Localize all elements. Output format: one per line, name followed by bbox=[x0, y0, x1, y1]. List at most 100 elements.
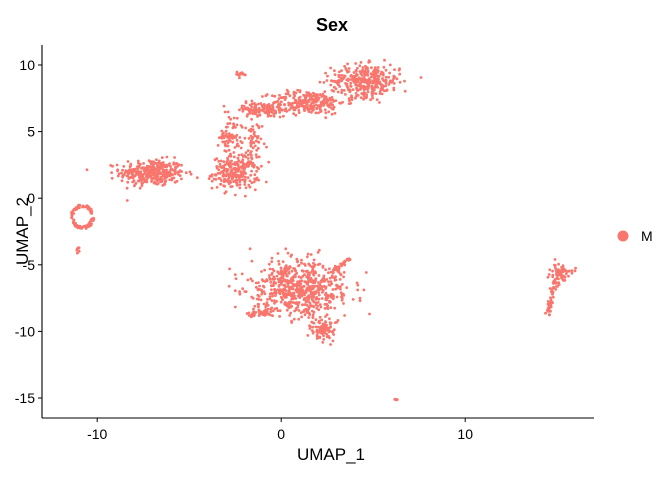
data-point bbox=[294, 269, 297, 273]
data-point bbox=[159, 165, 163, 168]
data-point bbox=[303, 96, 307, 100]
data-point bbox=[327, 329, 331, 333]
data-point bbox=[339, 287, 342, 291]
data-point bbox=[336, 90, 340, 94]
data-point bbox=[324, 285, 328, 289]
data-point bbox=[388, 81, 392, 84]
data-point bbox=[166, 171, 169, 175]
data-point bbox=[354, 81, 358, 84]
data-point bbox=[221, 174, 225, 178]
data-point bbox=[250, 157, 254, 161]
data-point bbox=[257, 155, 261, 159]
data-point bbox=[233, 146, 237, 149]
data-point bbox=[111, 164, 114, 168]
data-point bbox=[273, 94, 277, 98]
data-point bbox=[350, 98, 354, 102]
data-point bbox=[257, 125, 260, 128]
data-point bbox=[382, 65, 386, 69]
data-point bbox=[551, 287, 555, 290]
data-point bbox=[298, 284, 302, 288]
data-point bbox=[295, 257, 299, 261]
data-point bbox=[358, 70, 362, 73]
data-point bbox=[222, 160, 226, 164]
data-point bbox=[176, 171, 179, 174]
data-point bbox=[250, 99, 254, 103]
data-point bbox=[330, 292, 333, 296]
data-point bbox=[274, 294, 277, 297]
data-point bbox=[297, 263, 301, 267]
data-point bbox=[160, 162, 163, 166]
data-point bbox=[84, 205, 88, 208]
data-point bbox=[305, 93, 309, 97]
data-point bbox=[340, 88, 344, 92]
data-point bbox=[304, 298, 307, 301]
data-point bbox=[252, 108, 256, 112]
data-point bbox=[314, 318, 318, 322]
data-point bbox=[282, 293, 286, 297]
data-point bbox=[249, 160, 253, 164]
data-point bbox=[278, 115, 282, 119]
data-point bbox=[292, 112, 295, 115]
data-point bbox=[281, 108, 285, 112]
data-point bbox=[126, 172, 130, 175]
data-point bbox=[279, 300, 283, 304]
data-point bbox=[259, 137, 263, 141]
data-point bbox=[359, 87, 363, 91]
data-point bbox=[279, 266, 283, 270]
data-point bbox=[329, 270, 333, 274]
data-point bbox=[259, 310, 263, 314]
y-tick-label: -10 bbox=[15, 323, 35, 339]
data-point bbox=[387, 75, 390, 79]
data-point bbox=[305, 303, 309, 307]
data-point bbox=[323, 90, 327, 93]
data-point bbox=[384, 68, 388, 72]
data-point bbox=[256, 293, 260, 297]
data-point bbox=[298, 102, 302, 106]
data-point bbox=[551, 295, 555, 299]
data-point bbox=[77, 204, 81, 208]
data-point bbox=[314, 100, 317, 104]
data-point bbox=[235, 178, 239, 182]
data-point bbox=[90, 212, 93, 215]
data-point bbox=[257, 281, 260, 284]
data-point bbox=[295, 301, 299, 304]
data-point bbox=[366, 67, 369, 71]
data-point bbox=[341, 296, 344, 300]
data-point bbox=[354, 77, 357, 81]
data-point bbox=[546, 302, 550, 306]
data-point bbox=[341, 261, 345, 265]
data-point bbox=[214, 178, 218, 181]
data-point bbox=[271, 108, 275, 112]
data-point bbox=[334, 99, 338, 102]
data-point bbox=[138, 186, 142, 190]
data-point bbox=[218, 162, 222, 166]
data-point bbox=[334, 80, 337, 84]
data-point bbox=[140, 181, 144, 185]
data-point bbox=[370, 66, 373, 70]
data-point bbox=[259, 298, 263, 302]
data-point bbox=[379, 72, 383, 76]
data-point bbox=[300, 293, 303, 296]
data-point bbox=[331, 329, 335, 333]
data-point bbox=[570, 269, 574, 272]
data-point bbox=[136, 159, 140, 163]
data-point bbox=[72, 218, 76, 222]
data-point bbox=[276, 288, 280, 292]
data-point bbox=[277, 280, 281, 284]
data-point bbox=[235, 72, 239, 76]
data-point bbox=[138, 171, 142, 175]
data-point bbox=[297, 301, 301, 304]
data-point bbox=[282, 283, 285, 287]
data-point bbox=[140, 167, 143, 170]
data-point bbox=[330, 89, 334, 92]
data-point bbox=[318, 330, 322, 334]
data-point bbox=[546, 275, 550, 279]
data-point bbox=[351, 88, 355, 91]
data-point bbox=[253, 130, 256, 134]
data-point bbox=[325, 278, 329, 281]
data-point bbox=[110, 176, 114, 180]
data-point bbox=[349, 84, 352, 88]
data-point bbox=[236, 156, 240, 160]
data-point bbox=[180, 163, 183, 167]
data-point bbox=[258, 284, 261, 288]
